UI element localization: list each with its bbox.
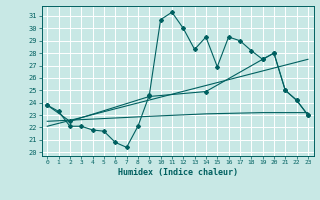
X-axis label: Humidex (Indice chaleur): Humidex (Indice chaleur) xyxy=(118,168,237,177)
